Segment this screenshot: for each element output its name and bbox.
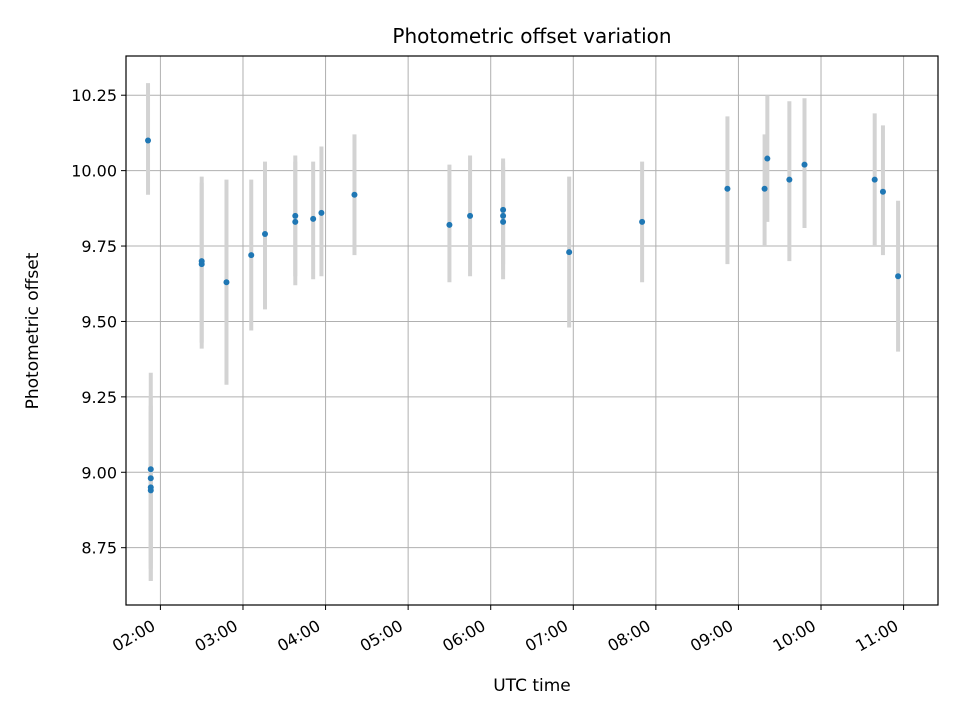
data-point xyxy=(446,221,453,228)
data-point xyxy=(500,218,507,225)
data-point xyxy=(147,487,154,494)
chart-title: Photometric offset variation xyxy=(392,24,671,48)
y-tick-label: 9.75 xyxy=(81,237,117,256)
data-point xyxy=(639,218,646,225)
y-tick-label: 10.00 xyxy=(71,162,117,181)
y-axis-ticks: 8.75 9.00 9.25 9.50 9.75 10.00 10.25 xyxy=(71,86,126,558)
data-point xyxy=(198,261,205,268)
data-point xyxy=(310,215,317,222)
data-point xyxy=(292,218,299,225)
data-point xyxy=(223,279,230,286)
data-point xyxy=(292,212,299,219)
y-tick-label: 9.25 xyxy=(81,388,117,407)
y-axis-title: Photometric offset xyxy=(23,252,43,409)
data-points xyxy=(145,137,902,494)
data-point xyxy=(467,212,474,219)
data-point xyxy=(786,176,793,183)
grid xyxy=(126,56,938,605)
data-point xyxy=(724,185,731,192)
data-point xyxy=(147,466,154,473)
data-point xyxy=(566,249,573,256)
plot-frame xyxy=(125,55,939,606)
data-point xyxy=(262,230,269,237)
y-tick-label: 9.00 xyxy=(81,463,117,482)
data-point xyxy=(879,188,886,195)
data-point xyxy=(761,185,768,192)
y-tick-label: 10.25 xyxy=(71,86,117,105)
data-point xyxy=(147,475,154,482)
data-point xyxy=(895,273,902,280)
data-point xyxy=(801,161,808,168)
x-axis-title: UTC time xyxy=(493,676,571,696)
data-point xyxy=(500,212,507,219)
data-point xyxy=(318,209,325,216)
y-tick-label: 9.50 xyxy=(81,312,117,331)
data-point xyxy=(145,137,152,144)
y-tick-label: 8.75 xyxy=(81,539,117,558)
data-point xyxy=(500,206,507,213)
data-point xyxy=(351,191,358,198)
data-point xyxy=(764,155,771,162)
data-point xyxy=(248,252,255,259)
data-point xyxy=(871,176,878,183)
